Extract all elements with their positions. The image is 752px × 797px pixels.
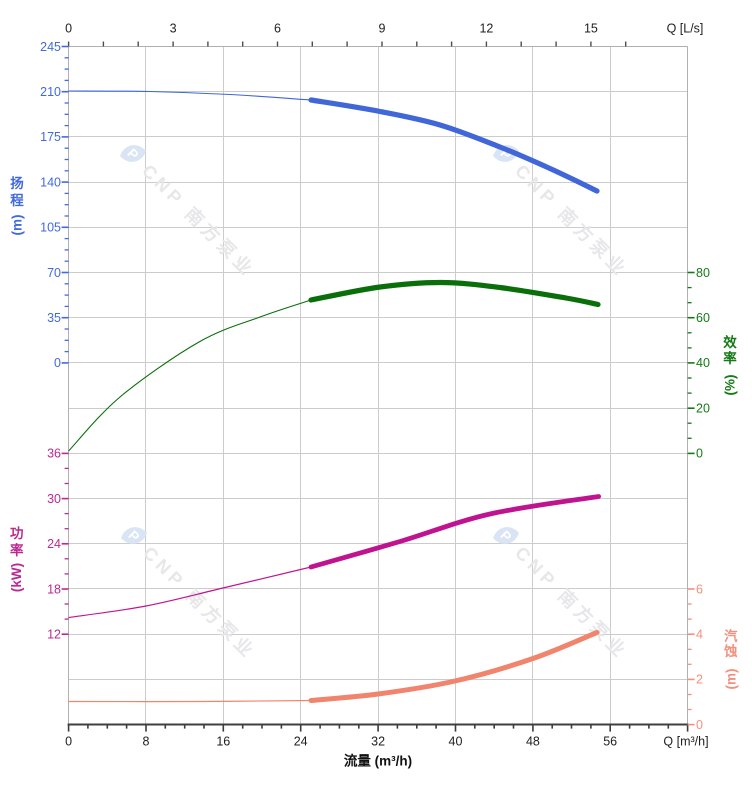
svg-text:56: 56 — [603, 735, 617, 749]
svg-text:扬: 扬 — [10, 175, 24, 191]
svg-text:汽: 汽 — [724, 628, 738, 644]
svg-text:(m): (m) — [723, 669, 738, 690]
svg-text:140: 140 — [40, 175, 61, 189]
svg-text:15: 15 — [584, 22, 598, 36]
svg-text:36: 36 — [47, 447, 61, 461]
svg-text:175: 175 — [40, 130, 61, 144]
svg-text:(kW): (kW) — [9, 563, 24, 592]
svg-text:8: 8 — [143, 735, 150, 749]
svg-text:18: 18 — [47, 582, 61, 596]
svg-text:9: 9 — [379, 22, 386, 36]
svg-text:功: 功 — [10, 526, 24, 541]
svg-text:3: 3 — [170, 22, 177, 36]
svg-text:(%): (%) — [723, 375, 738, 396]
svg-text:12: 12 — [47, 628, 61, 642]
svg-text:80: 80 — [696, 266, 710, 280]
svg-text:4: 4 — [696, 628, 703, 642]
svg-text:6: 6 — [274, 22, 281, 36]
svg-text:105: 105 — [40, 221, 61, 235]
svg-text:率: 率 — [10, 542, 24, 558]
svg-text:0: 0 — [54, 356, 61, 370]
svg-text:60: 60 — [696, 311, 710, 325]
svg-text:24: 24 — [294, 735, 308, 749]
svg-text:35: 35 — [47, 311, 61, 325]
svg-text:2: 2 — [696, 673, 703, 687]
svg-text:Q [m³/h]: Q [m³/h] — [663, 735, 708, 749]
svg-text:210: 210 — [40, 85, 61, 99]
svg-text:245: 245 — [40, 40, 61, 54]
svg-text:程: 程 — [10, 193, 24, 208]
svg-text:Q [L/s]: Q [L/s] — [667, 22, 704, 36]
svg-text:效: 效 — [723, 334, 737, 350]
svg-text:40: 40 — [449, 735, 463, 749]
svg-text:20: 20 — [696, 402, 710, 416]
svg-text:0: 0 — [696, 447, 703, 461]
svg-text:48: 48 — [526, 735, 540, 749]
svg-text:30: 30 — [47, 492, 61, 506]
svg-text:(m): (m) — [10, 215, 25, 236]
svg-text:12: 12 — [479, 22, 493, 36]
svg-text:蚀: 蚀 — [723, 643, 738, 659]
svg-text:0: 0 — [65, 22, 72, 36]
svg-text:6: 6 — [696, 582, 703, 596]
svg-text:16: 16 — [216, 735, 230, 749]
svg-text:流量 (m³/h): 流量 (m³/h) — [344, 753, 412, 769]
svg-text:0: 0 — [696, 718, 703, 732]
svg-text:0: 0 — [65, 735, 72, 749]
svg-text:24: 24 — [47, 537, 61, 551]
svg-text:32: 32 — [371, 735, 385, 749]
svg-text:率: 率 — [723, 350, 737, 366]
svg-text:70: 70 — [47, 266, 61, 280]
svg-text:40: 40 — [696, 356, 710, 370]
